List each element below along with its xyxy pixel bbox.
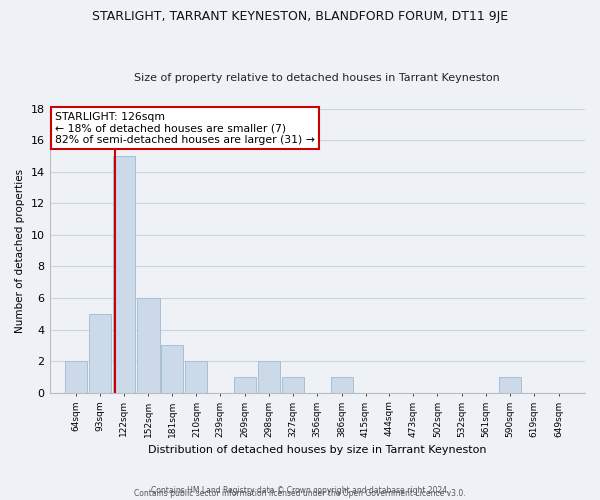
Bar (161, 346, 184, 393)
Bar (499, 377, 521, 392)
Text: STARLIGHT, TARRANT KEYNESTON, BLANDFORD FORUM, DT11 9JE: STARLIGHT, TARRANT KEYNESTON, BLANDFORD … (92, 10, 508, 23)
Text: Contains HM Land Registry data © Crown copyright and database right 2024.: Contains HM Land Registry data © Crown c… (151, 486, 449, 495)
Bar (113, 156, 135, 392)
Bar (234, 377, 256, 392)
Bar (65, 361, 87, 392)
Y-axis label: Number of detached properties: Number of detached properties (15, 168, 25, 333)
Bar (89, 314, 111, 392)
Bar (282, 377, 304, 392)
Bar (331, 377, 353, 392)
Bar (185, 361, 208, 392)
Text: STARLIGHT: 126sqm
← 18% of detached houses are smaller (7)
82% of semi-detached : STARLIGHT: 126sqm ← 18% of detached hous… (55, 112, 315, 145)
Bar (258, 361, 280, 392)
Title: Size of property relative to detached houses in Tarrant Keyneston: Size of property relative to detached ho… (134, 73, 500, 83)
Text: Contains public sector information licensed under the Open Government Licence v3: Contains public sector information licen… (134, 490, 466, 498)
Bar (137, 298, 160, 392)
X-axis label: Distribution of detached houses by size in Tarrant Keyneston: Distribution of detached houses by size … (148, 445, 487, 455)
